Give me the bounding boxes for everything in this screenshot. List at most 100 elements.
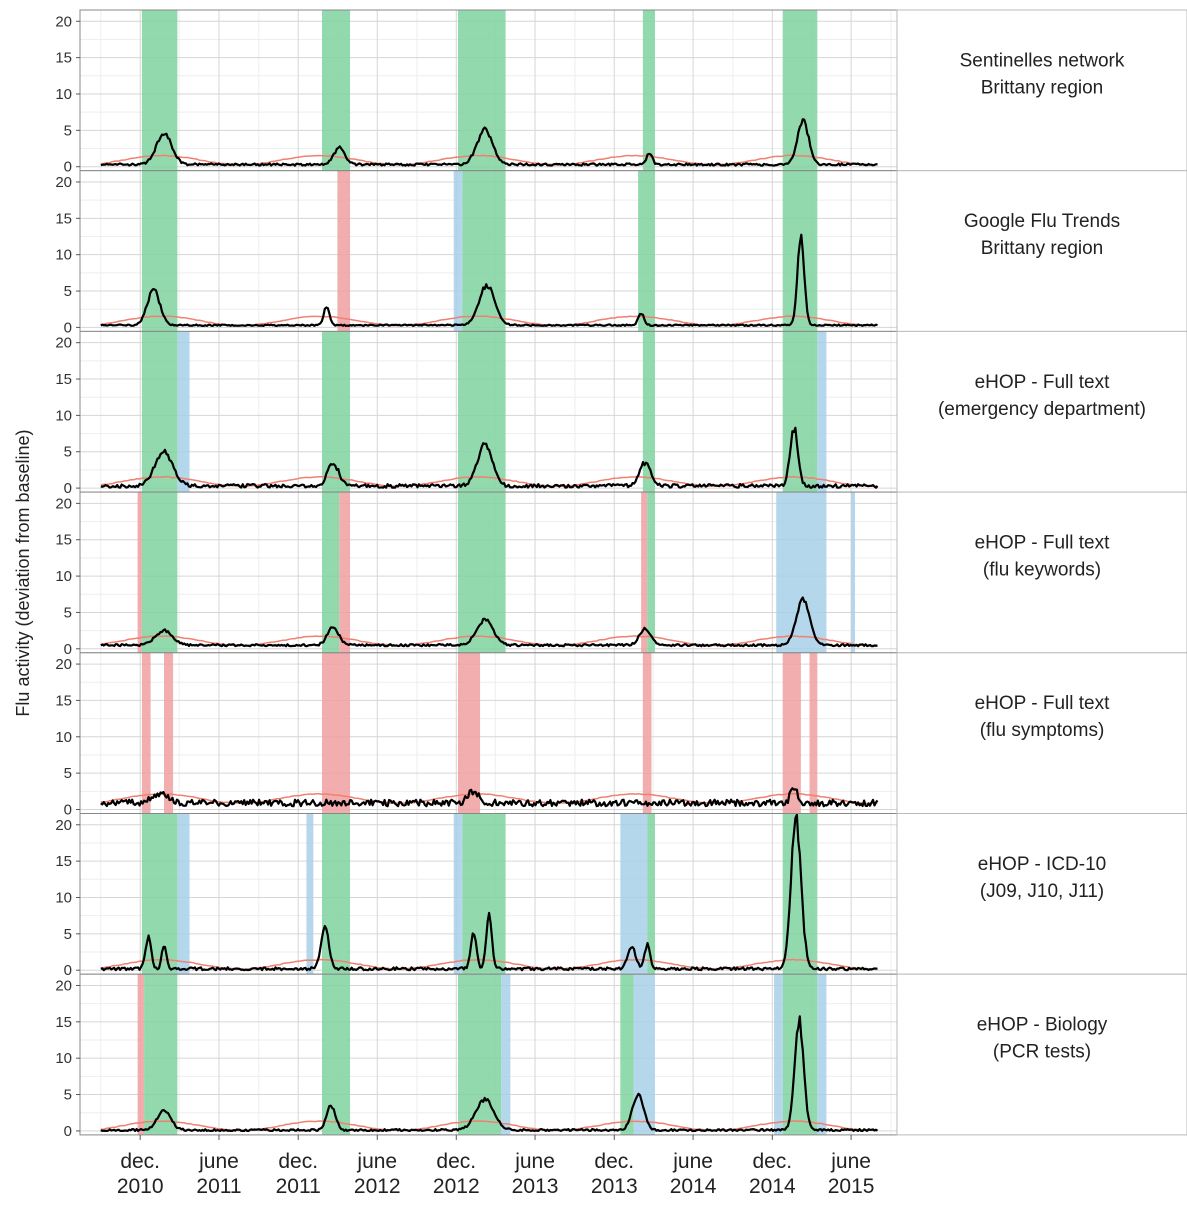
x-tick-label-line2: 2011 [276, 1175, 321, 1198]
y-tick-label: 5 [64, 283, 72, 300]
y-tick-label: 0 [64, 1123, 72, 1140]
panel-1: 0 5 10 15 20 Sentinelles network Brittany regi… [55, 9, 1187, 176]
y-tick-label: 10 [55, 889, 72, 906]
alert-band-blue [817, 331, 827, 493]
alert-band-red [458, 652, 481, 814]
x-tick-label-line1: dec. [594, 1150, 634, 1173]
x-tick-label-line2: 2010 [117, 1175, 164, 1198]
alert-band-blue [817, 974, 827, 1135]
alert-band-green [782, 10, 818, 171]
panel-6: 0 5 10 15 20 eHOP - ICD-10 (J09, J10, J11) [55, 813, 1187, 979]
y-tick-label: 10 [55, 407, 72, 424]
y-axis-label: Flu activity (deviation from baseline) [13, 429, 33, 716]
x-tick-label-line1: dec. [278, 1150, 318, 1173]
alert-band-green [642, 331, 655, 493]
panels-layer: 0 5 10 15 20 Sentinelles network Brittany regi… [55, 9, 1187, 1140]
facet-label-line1: eHOP - Biology [977, 1015, 1108, 1036]
facet-label-line2: (J09, J10, J11) [980, 881, 1104, 902]
alert-band-green [782, 813, 818, 975]
y-tick-label: 15 [55, 532, 72, 549]
panel-2: 0 5 10 15 20 Google Flu Trends Brittany region [55, 170, 1187, 336]
alert-band-green [458, 492, 506, 653]
x-tick-label-line2: 2012 [433, 1175, 480, 1198]
x-tick-label-line2: 2015 [828, 1175, 875, 1198]
facet-strip [896, 9, 1187, 172]
x-tick-label-line2: 2013 [591, 1175, 638, 1198]
alert-band-red [339, 492, 351, 653]
y-tick-label: 15 [55, 50, 72, 67]
alert-band-blue [501, 974, 511, 1135]
facet-label-line1: Google Flu Trends [964, 211, 1120, 232]
x-tick-label-line1: june [830, 1150, 871, 1173]
alert-band-green [321, 813, 351, 975]
y-tick-label: 15 [55, 692, 72, 709]
alert-band-red [809, 652, 818, 814]
facet-label-line1: eHOP - Full text [975, 693, 1111, 714]
alert-band-red [782, 652, 801, 814]
alert-band-green [458, 974, 502, 1135]
x-tick-label-line2: 2014 [749, 1175, 796, 1198]
activity-series-line [100, 233, 878, 327]
alert-band-green [458, 10, 506, 171]
facet-strip [896, 813, 1187, 975]
alert-band-red [137, 492, 142, 653]
alert-band-blue [851, 492, 856, 653]
x-tick-label-line1: dec. [120, 1150, 160, 1173]
facet-label-line1: eHOP - Full text [975, 372, 1111, 393]
facet-strip [896, 170, 1187, 332]
activity-series-line [100, 813, 878, 972]
alert-band-green [141, 813, 178, 975]
panel-7: 0 5 10 15 20 eHOP - Biology (PCR tests) [55, 973, 1187, 1140]
alert-band-red [321, 652, 351, 814]
y-tick-label: 15 [55, 1014, 72, 1031]
facet-strip [896, 330, 1187, 493]
alert-band-green [144, 974, 178, 1135]
y-tick-label: 10 [55, 247, 72, 264]
x-axis: dec.2010june2011dec.2011june2012dec.2012… [117, 1134, 875, 1198]
y-tick-label: 0 [64, 159, 72, 176]
facet-label-line2: (PCR tests) [993, 1042, 1091, 1063]
panel-3: 0 5 10 15 20 eHOP - Full text (emergency depar… [55, 330, 1187, 497]
x-tick-label-line1: dec. [752, 1150, 792, 1173]
activity-series-line [100, 118, 878, 167]
x-tick-label-line1: june [514, 1150, 555, 1173]
alert-band-red [641, 492, 648, 653]
x-tick-label-line2: 2012 [354, 1175, 401, 1198]
y-tick-label: 20 [55, 656, 72, 673]
alert-band-green [141, 170, 178, 332]
y-tick-label: 10 [55, 568, 72, 585]
alert-band-green [462, 813, 506, 975]
alert-band-blue [776, 492, 827, 653]
alert-band-green [141, 492, 178, 653]
activity-series-line [100, 1015, 879, 1132]
activity-series-line [100, 426, 879, 489]
x-tick-label-line1: june [198, 1150, 239, 1173]
y-tick-label: 0 [64, 641, 72, 658]
alert-band-green [647, 492, 655, 653]
alert-band-red [163, 652, 174, 814]
y-tick-label: 10 [55, 86, 72, 103]
facet-label-line1: eHOP - Full text [975, 532, 1111, 553]
x-tick-label-line2: 2014 [670, 1175, 717, 1198]
alert-band-green [141, 331, 178, 493]
y-tick-label: 20 [55, 977, 72, 994]
y-tick-label: 15 [55, 371, 72, 388]
facet-label-line2: (emergency department) [938, 399, 1146, 420]
y-tick-label: 20 [55, 335, 72, 352]
alert-band-green [620, 974, 634, 1135]
alert-band-blue [453, 170, 463, 332]
facet-strip [896, 973, 1187, 1136]
y-tick-label: 5 [64, 926, 72, 943]
alert-band-red [137, 974, 145, 1135]
y-tick-label: 20 [55, 817, 72, 834]
facet-strip [896, 491, 1187, 654]
alert-band-green [321, 492, 340, 653]
alert-band-red [642, 652, 652, 814]
panel-4: 0 5 10 15 20 eHOP - Full text (flu keywords) [55, 491, 1187, 658]
facet-strip [896, 652, 1187, 814]
alert-band-green [462, 170, 506, 332]
y-tick-label: 10 [55, 1050, 72, 1067]
alert-band-red [141, 652, 151, 814]
facet-label-line2: (flu symptoms) [980, 720, 1105, 741]
